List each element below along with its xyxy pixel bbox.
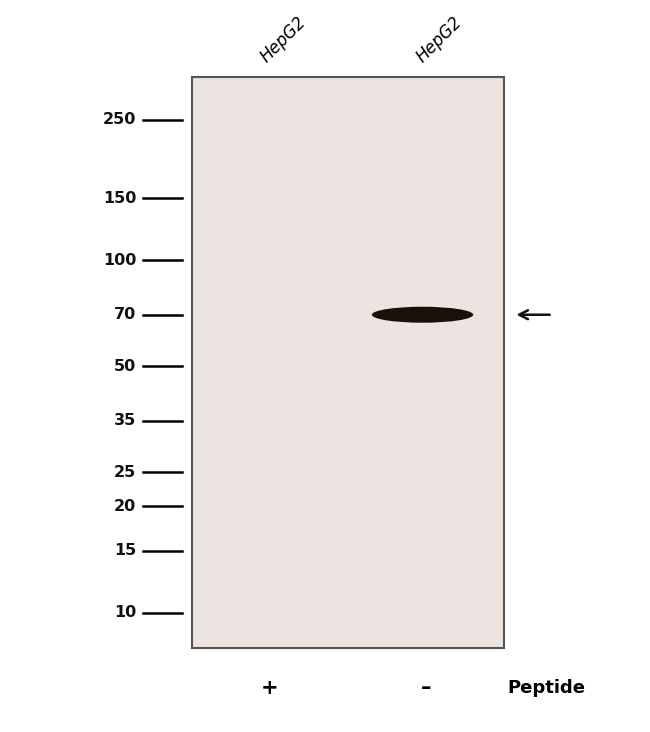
Text: –: – — [421, 678, 431, 698]
Text: 10: 10 — [114, 605, 136, 620]
Text: 250: 250 — [103, 113, 136, 127]
Text: 70: 70 — [114, 307, 136, 322]
Text: 35: 35 — [114, 414, 136, 428]
Text: 150: 150 — [103, 190, 136, 206]
Text: +: + — [261, 678, 279, 698]
Text: 100: 100 — [103, 253, 136, 268]
Text: 20: 20 — [114, 499, 136, 514]
Ellipse shape — [372, 307, 473, 323]
Ellipse shape — [387, 310, 458, 315]
Text: HepG2: HepG2 — [257, 13, 310, 66]
Bar — [192, 77, 504, 648]
Text: 25: 25 — [114, 465, 136, 479]
Text: 50: 50 — [114, 359, 136, 374]
Text: HepG2: HepG2 — [413, 13, 466, 66]
Text: 15: 15 — [114, 543, 136, 558]
Text: Peptide: Peptide — [507, 679, 585, 697]
